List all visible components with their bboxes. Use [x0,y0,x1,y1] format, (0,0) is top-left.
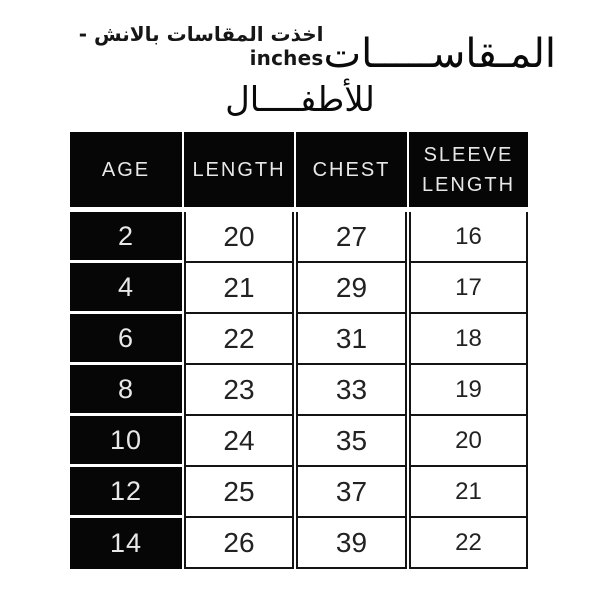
age-cell: 10 [70,416,182,467]
age-cell: 8 [70,365,182,416]
sleeve-cell: 19 [409,365,528,416]
header: اخذت المقاسات بالانش - inches المـقاســـ… [0,0,600,76]
col-header-chest: CHEST [296,132,407,212]
length-cell: 22 [184,314,294,365]
chest-cell: 31 [296,314,407,365]
sleeve-cell: 21 [409,467,528,518]
sleeve-cell: 16 [409,212,528,263]
age-cell: 6 [70,314,182,365]
sleeve-cell: 22 [409,518,528,569]
chest-cell: 39 [296,518,407,569]
chest-cell: 27 [296,212,407,263]
col-header-length: LENGTH [184,132,294,212]
size-table: AGE LENGTH CHEST SLEEVE LENGTH 2 20 27 1… [70,132,528,569]
length-cell: 21 [184,263,294,314]
length-cell: 20 [184,212,294,263]
chest-cell: 29 [296,263,407,314]
length-cell: 24 [184,416,294,467]
length-cell: 26 [184,518,294,569]
chest-cell: 35 [296,416,407,467]
length-cell: 23 [184,365,294,416]
sleeve-cell: 20 [409,416,528,467]
col-header-age: AGE [70,132,182,212]
units-note: اخذت المقاسات بالانش - inches [78,22,324,70]
col-header-sleeve-length: SLEEVE LENGTH [409,132,528,212]
sleeve-cell: 17 [409,263,528,314]
sleeve-cell: 18 [409,314,528,365]
age-cell: 12 [70,467,182,518]
age-cell: 2 [70,212,182,263]
page-title: المـقاســـــات [323,31,556,77]
length-cell: 25 [184,467,294,518]
chest-cell: 33 [296,365,407,416]
age-cell: 4 [70,263,182,314]
age-cell: 14 [70,518,182,569]
chest-cell: 37 [296,467,407,518]
audience-subtitle: للأطفــــال [225,80,375,120]
